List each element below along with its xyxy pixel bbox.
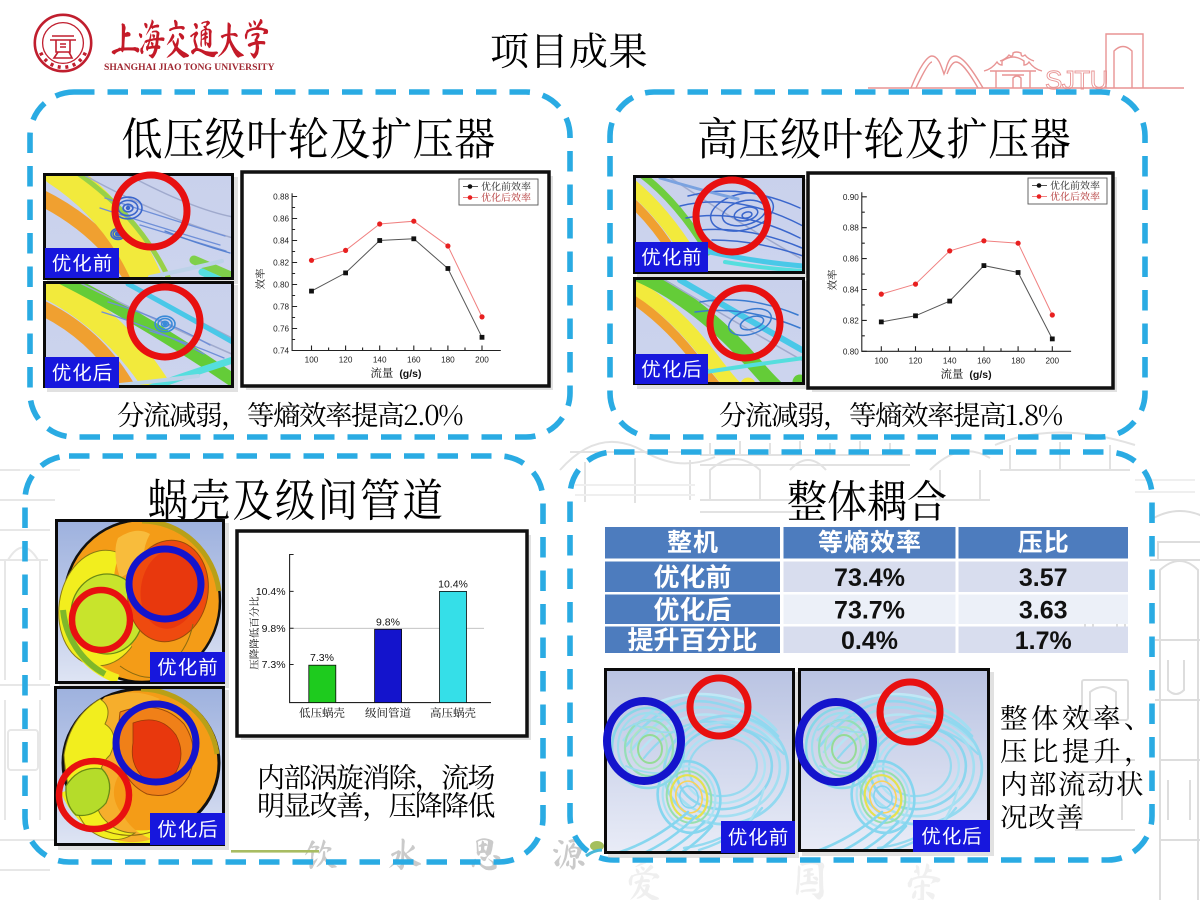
svg-text:0.88: 0.88 bbox=[843, 224, 859, 233]
svg-text:7.3%: 7.3% bbox=[310, 652, 334, 664]
svg-text:0.80: 0.80 bbox=[843, 347, 859, 356]
svg-text:0.84: 0.84 bbox=[843, 286, 859, 295]
svg-text:0.4%: 0.4% bbox=[841, 627, 898, 655]
svg-text:9.8%: 9.8% bbox=[262, 623, 286, 635]
svg-text:120: 120 bbox=[909, 356, 923, 365]
svg-text:0.82: 0.82 bbox=[273, 259, 289, 268]
svg-text:7.3%: 7.3% bbox=[262, 659, 286, 671]
svg-text:180: 180 bbox=[1011, 356, 1025, 365]
svg-text:0.86: 0.86 bbox=[843, 255, 859, 264]
svg-text:100: 100 bbox=[305, 356, 319, 365]
svg-text:160: 160 bbox=[407, 356, 421, 365]
svg-text:73.4%: 73.4% bbox=[834, 564, 905, 592]
svg-text:140: 140 bbox=[943, 356, 957, 365]
svg-text:0.90: 0.90 bbox=[843, 193, 859, 202]
svg-text:0.78: 0.78 bbox=[273, 303, 289, 312]
svg-text:0.80: 0.80 bbox=[273, 281, 289, 290]
svg-text:3.57: 3.57 bbox=[1019, 564, 1068, 592]
svg-text:180: 180 bbox=[441, 356, 455, 365]
svg-text:200: 200 bbox=[1045, 356, 1059, 365]
svg-text:(g/s): (g/s) bbox=[969, 369, 991, 381]
svg-text:0.84: 0.84 bbox=[273, 237, 289, 246]
svg-text:1.7%: 1.7% bbox=[1015, 627, 1072, 655]
svg-text:0.82: 0.82 bbox=[843, 316, 859, 325]
svg-text:100: 100 bbox=[874, 356, 888, 365]
svg-text:0.88: 0.88 bbox=[273, 193, 289, 202]
svg-text:3.63: 3.63 bbox=[1019, 596, 1068, 624]
svg-text:10.4%: 10.4% bbox=[256, 586, 286, 598]
svg-text:(g/s): (g/s) bbox=[399, 368, 421, 380]
svg-text:140: 140 bbox=[373, 356, 387, 365]
svg-text:120: 120 bbox=[339, 356, 353, 365]
svg-text:SHANGHAI JIAO TONG UNIVERSITY: SHANGHAI JIAO TONG UNIVERSITY bbox=[104, 62, 275, 73]
svg-text:0.74: 0.74 bbox=[273, 347, 289, 356]
svg-text:0.86: 0.86 bbox=[273, 215, 289, 224]
svg-text:160: 160 bbox=[977, 356, 991, 365]
svg-text:200: 200 bbox=[475, 356, 489, 365]
svg-text:10.4%: 10.4% bbox=[438, 578, 468, 590]
svg-text:0.76: 0.76 bbox=[273, 325, 289, 334]
svg-text:73.7%: 73.7% bbox=[834, 596, 905, 624]
svg-text:9.8%: 9.8% bbox=[376, 616, 400, 628]
